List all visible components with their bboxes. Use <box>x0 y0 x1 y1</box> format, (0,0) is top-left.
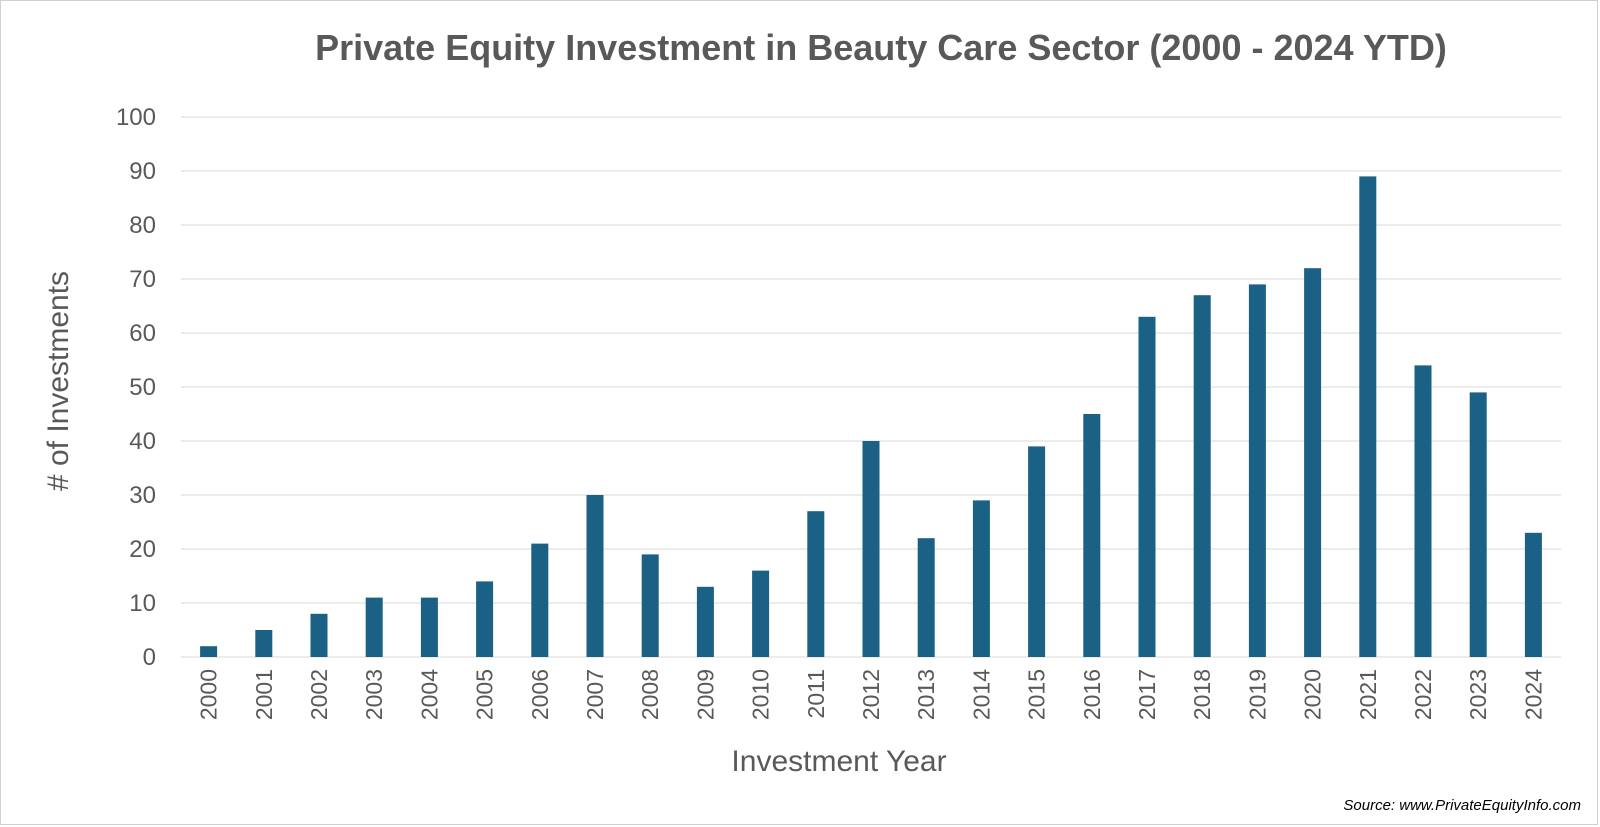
x-axis-title: Investment Year <box>731 745 946 778</box>
x-tick-label: 2014 <box>968 669 994 720</box>
x-tick-label: 2020 <box>1300 669 1326 720</box>
bar-2016 <box>1083 414 1101 657</box>
y-axis-ticks: 0 10 20 30 40 50 60 70 80 90 100 <box>116 104 156 671</box>
x-tick-label: 2017 <box>1134 669 1160 720</box>
x-tick-label: 2011 <box>803 669 829 718</box>
x-tick-label: 2008 <box>637 669 663 720</box>
x-tick-label: 2004 <box>416 669 442 720</box>
x-tick-label: 2003 <box>361 669 387 720</box>
chart-title: Private Equity Investment in Beauty Care… <box>315 27 1447 68</box>
bar-2018 <box>1193 295 1211 657</box>
bar-2023 <box>1469 392 1487 657</box>
y-tick-label: 90 <box>129 158 156 185</box>
x-tick-label: 2006 <box>527 669 553 720</box>
x-axis-ticks: 2000 2001 2002 2003 2004 2005 2006 2007 2008 2009… <box>196 669 1547 720</box>
bar-2014 <box>972 500 990 657</box>
bar-2012 <box>862 441 880 657</box>
x-tick-label: 2009 <box>692 669 718 720</box>
y-tick-label: 80 <box>129 212 156 239</box>
x-tick-label: 2013 <box>913 669 939 720</box>
y-tick-label: 100 <box>116 104 156 131</box>
y-tick-label: 70 <box>129 266 156 293</box>
bar-2001 <box>255 630 273 657</box>
bar-2002 <box>310 613 328 657</box>
x-tick-label: 2000 <box>196 669 222 720</box>
bar-2004 <box>420 597 438 657</box>
bar-2008 <box>641 554 659 657</box>
bar-2009 <box>696 586 714 657</box>
y-axis-title: # of Investments <box>42 271 75 491</box>
y-tick-label: 60 <box>129 320 156 347</box>
x-tick-label: 2024 <box>1520 669 1546 720</box>
y-tick-label: 0 <box>143 644 156 671</box>
x-tick-label: 2021 <box>1355 669 1381 720</box>
x-tick-label: 2022 <box>1410 669 1436 720</box>
y-tick-label: 10 <box>129 590 156 617</box>
bar-2021 <box>1359 176 1377 657</box>
bar-2007 <box>586 495 604 657</box>
x-tick-label: 2023 <box>1465 669 1491 720</box>
bar-2010 <box>752 570 770 657</box>
bar-2003 <box>365 597 383 657</box>
x-tick-label: 2001 <box>251 669 277 720</box>
source-note: Source: www.PrivateEquityInfo.com <box>1343 797 1581 814</box>
bar-2022 <box>1414 365 1432 657</box>
x-tick-label: 2002 <box>306 669 332 720</box>
bar-2006 <box>531 543 549 657</box>
y-tick-label: 30 <box>129 482 156 509</box>
x-tick-label: 2018 <box>1189 669 1215 720</box>
bar-2015 <box>1028 446 1046 657</box>
y-tick-label: 20 <box>129 536 156 563</box>
bar-2000 <box>200 646 218 657</box>
bar-2019 <box>1248 284 1266 657</box>
x-tick-label: 2005 <box>472 669 498 720</box>
bar-2017 <box>1138 316 1156 657</box>
bar-2005 <box>476 581 494 657</box>
y-tick-label: 40 <box>129 428 156 455</box>
x-tick-label: 2015 <box>1024 669 1050 720</box>
x-tick-label: 2010 <box>748 669 774 720</box>
bar-2020 <box>1304 268 1322 657</box>
x-tick-label: 2012 <box>858 669 884 720</box>
x-tick-label: 2019 <box>1244 669 1270 720</box>
bar-2013 <box>917 538 935 657</box>
x-tick-label: 2016 <box>1079 669 1105 720</box>
bars <box>200 176 1542 657</box>
x-tick-label: 2007 <box>582 669 608 720</box>
bar-2024 <box>1524 532 1542 657</box>
bar-2011 <box>807 511 825 657</box>
y-tick-label: 50 <box>129 374 156 401</box>
